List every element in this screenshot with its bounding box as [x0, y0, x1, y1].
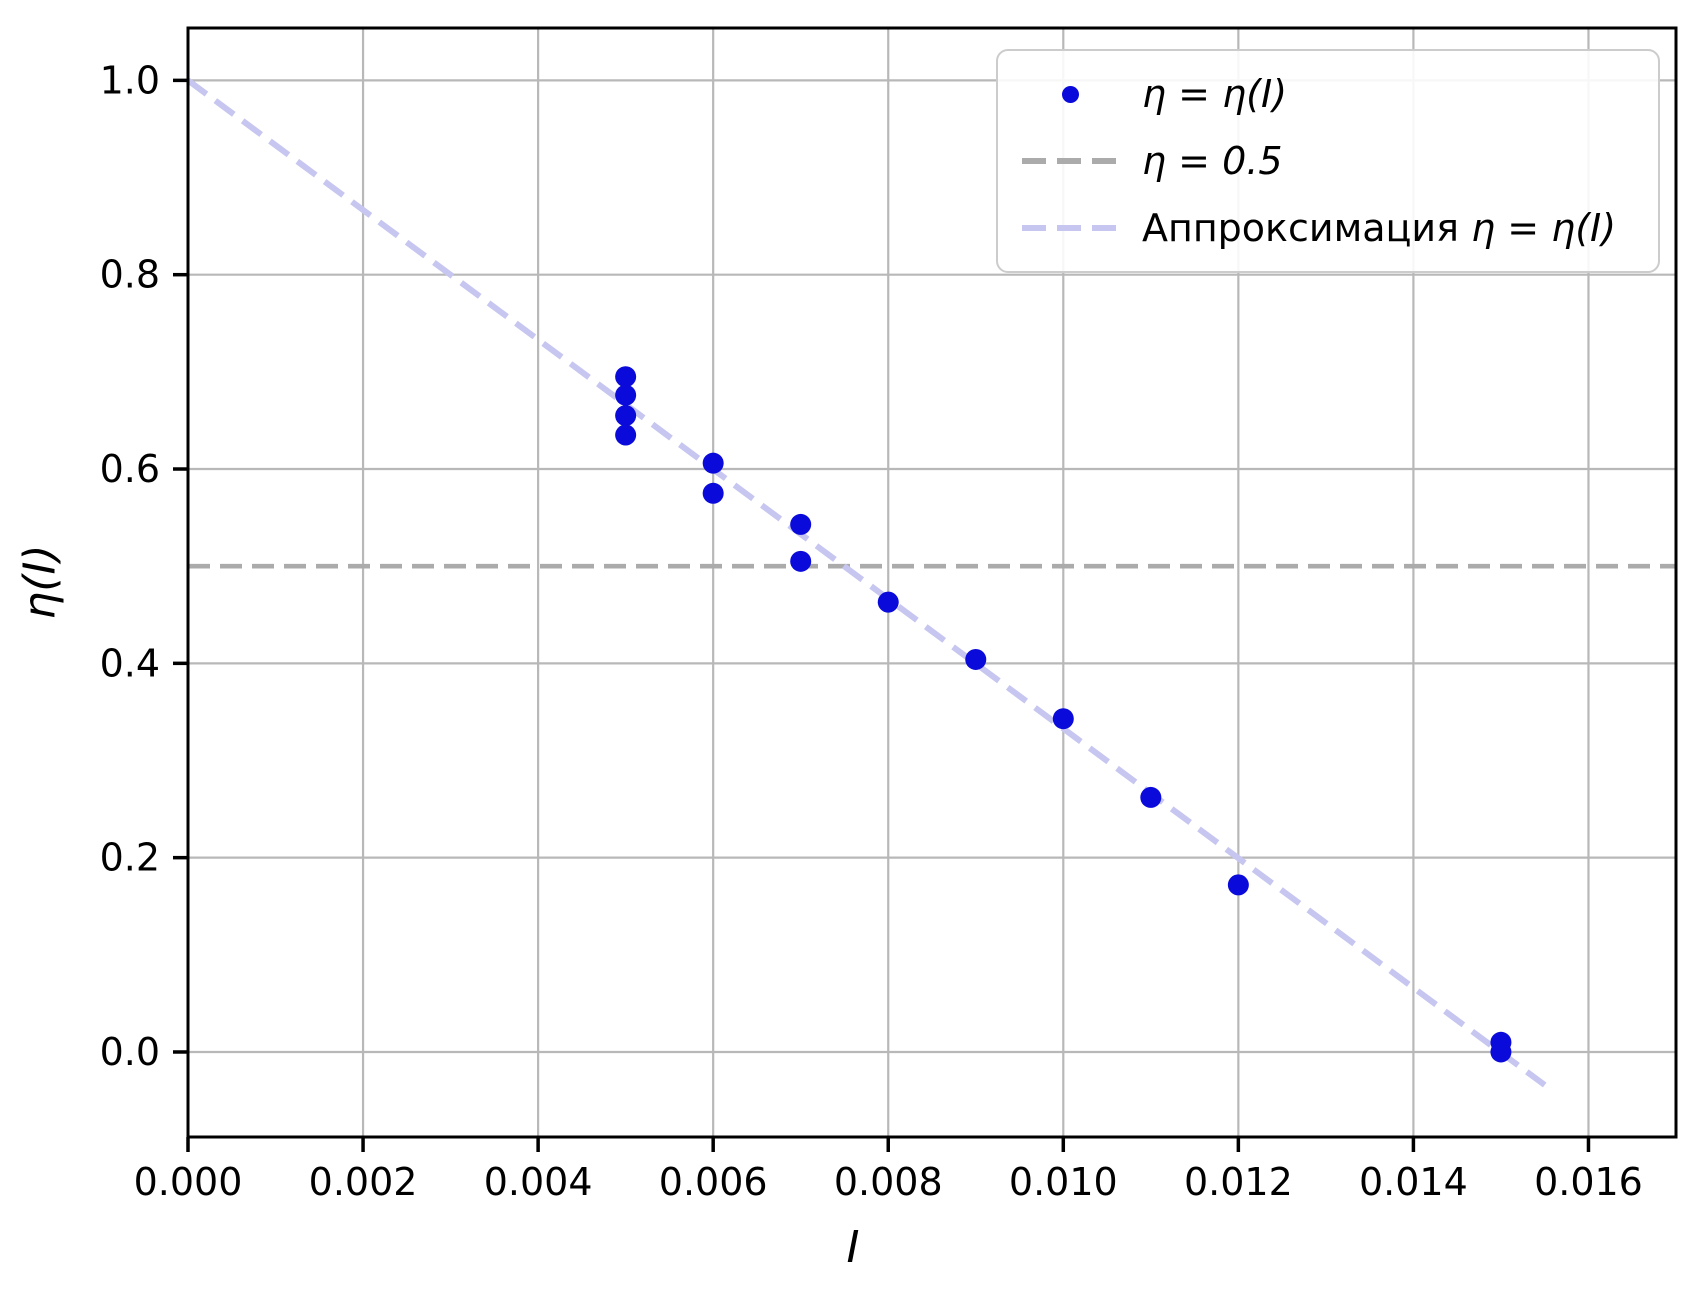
plot-border [186, 26, 1678, 1139]
x-tick-label: 0.004 [484, 1160, 593, 1204]
data-point [790, 550, 812, 572]
y-tick-label: 0.6 [100, 447, 160, 491]
x-tick-label: 0.006 [659, 1160, 768, 1204]
x-tick-label: 0.012 [1184, 1160, 1293, 1204]
y-tick-label: 1.0 [100, 58, 160, 102]
scatter-marker-icon [1061, 85, 1079, 103]
data-point [702, 482, 724, 504]
data-point [790, 513, 812, 535]
data-point [702, 452, 724, 474]
x-tick-label: 0.014 [1359, 1160, 1468, 1204]
data-point [615, 424, 637, 446]
data-point [1140, 786, 1162, 808]
data-point [877, 591, 899, 613]
legend-item-threshold: η = 0.5 [1018, 129, 1638, 193]
legend-label: Аппроксимация η = η(I) [1142, 205, 1617, 250]
fit-line [186, 77, 1547, 1088]
x-tick-label: 0.010 [1009, 1160, 1118, 1204]
legend-label: η = 0.5 [1142, 138, 1283, 183]
data-point [1490, 1041, 1512, 1063]
x-tick-label: 0.000 [134, 1160, 243, 1204]
legend-item-fit: Аппроксимация η = η(I) [1018, 196, 1638, 260]
legend-handle [1018, 224, 1122, 231]
data-point [615, 384, 637, 406]
y-tick-label: 0.4 [100, 641, 160, 685]
data-point [1052, 708, 1074, 730]
data-point [615, 405, 637, 427]
dashed-line-icon [1022, 157, 1118, 164]
y-tick-label: 0.0 [100, 1030, 160, 1074]
y-tick-label: 0.8 [100, 253, 160, 297]
data-point [615, 366, 637, 388]
y-axis-label: η(I) [14, 544, 66, 620]
legend: η = η(I) η = 0.5 Аппроксимация η = η(I) [996, 49, 1660, 273]
x-axis-label: I [846, 1222, 860, 1273]
dashed-line-icon [1022, 224, 1118, 231]
data-point [1227, 874, 1249, 896]
legend-item-data: η = η(I) [1018, 62, 1638, 126]
legend-label: η = η(I) [1142, 72, 1288, 117]
x-tick-label: 0.002 [309, 1160, 418, 1204]
y-tick-label: 0.2 [100, 836, 160, 880]
data-point [965, 648, 987, 670]
x-tick-label: 0.016 [1534, 1160, 1643, 1204]
legend-handle [1018, 157, 1122, 164]
legend-handle [1018, 85, 1122, 103]
x-tick-label: 0.008 [834, 1160, 943, 1204]
